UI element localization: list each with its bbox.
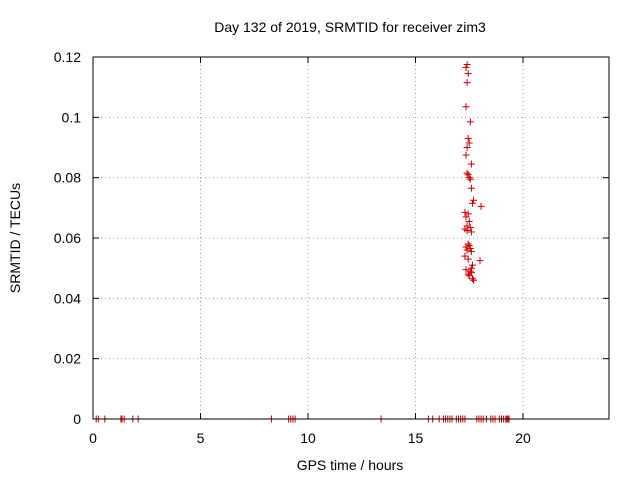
data-point <box>465 139 473 147</box>
data-point <box>467 184 475 192</box>
y-tick-label: 0.06 <box>54 230 81 246</box>
x-axis-ticks: 0 5 10 15 20 <box>89 57 531 446</box>
data-point <box>464 171 472 179</box>
data-point <box>468 261 476 269</box>
data-point <box>464 270 472 278</box>
x-tick-label: 15 <box>408 430 424 446</box>
x-axis-title: GPS time / hours <box>297 457 404 473</box>
data-point <box>465 272 473 280</box>
y-tick-label: 0.1 <box>62 109 82 125</box>
y-tick-label: 0 <box>73 411 81 427</box>
data-point <box>462 151 470 159</box>
plot-frame <box>92 56 610 420</box>
data-point <box>470 196 478 204</box>
data-point <box>463 246 471 254</box>
data-point <box>468 275 476 283</box>
x-tick-label: 10 <box>300 430 316 446</box>
data-point <box>462 64 470 72</box>
data-point <box>468 199 476 207</box>
data-point <box>463 79 471 87</box>
data-points <box>92 61 513 423</box>
grid <box>93 57 609 419</box>
data-point <box>476 257 484 265</box>
x-tick-label: 20 <box>515 430 531 446</box>
data-point <box>464 255 472 263</box>
data-point <box>477 202 485 210</box>
data-point <box>463 169 471 177</box>
data-point <box>462 103 470 111</box>
data-point <box>463 144 471 151</box>
data-point <box>464 70 472 78</box>
data-point <box>461 208 469 216</box>
data-point <box>466 175 474 183</box>
x-tick-label: 0 <box>89 430 97 446</box>
y-axis-title: SRMTID / TECUs <box>7 183 23 293</box>
chart-title: Day 132 of 2019, SRMTID for receiver zim… <box>214 19 486 35</box>
y-tick-label: 0.04 <box>54 290 81 306</box>
y-axis-ticks: 0 0.02 0.04 0.06 0.08 0.1 0.12 <box>54 49 609 427</box>
data-point <box>464 134 472 142</box>
data-point <box>466 223 474 231</box>
y-tick-label: 0.12 <box>54 49 81 65</box>
data-point <box>463 226 471 234</box>
data-point <box>466 118 474 126</box>
data-point <box>465 174 473 182</box>
data-point <box>465 242 473 250</box>
y-tick-label: 0.02 <box>54 351 81 367</box>
data-point <box>467 160 475 168</box>
data-point <box>462 213 470 221</box>
data-point <box>462 243 470 251</box>
data-point <box>465 217 473 225</box>
x-tick-label: 5 <box>197 430 205 446</box>
y-tick-label: 0.08 <box>54 170 81 186</box>
data-point <box>467 228 475 236</box>
data-point <box>462 266 470 274</box>
data-point <box>463 61 471 69</box>
data-point <box>467 264 475 272</box>
data-point <box>461 252 469 260</box>
data-point <box>470 276 478 284</box>
data-point <box>467 248 475 256</box>
data-point <box>466 245 474 253</box>
